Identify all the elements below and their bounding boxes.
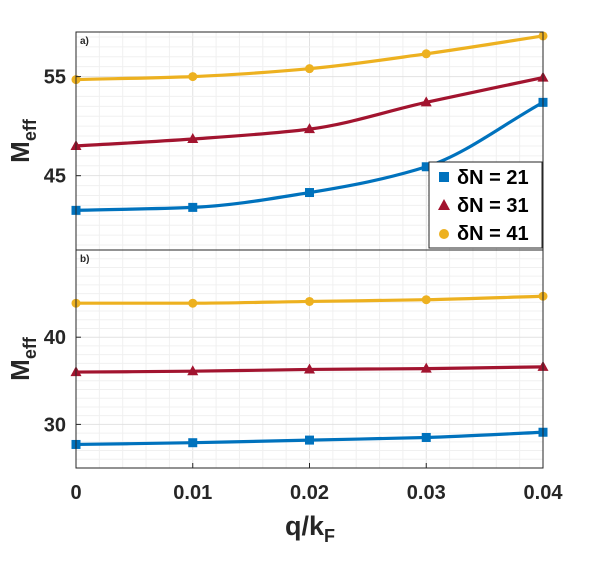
legend: δN = 21 δN = 31 δN = 41 [428,161,543,249]
panel-b-label: b) [80,254,89,265]
panel-b-ylabel: Meff [5,336,40,381]
legend-label-3: δN = 41 [457,223,529,245]
x-axis-label: q/kF [285,511,335,546]
legend-entry-1: δN = 21 [439,167,529,189]
data-point-square [305,435,314,445]
data-point-triangle [187,133,199,144]
data-point-square [305,188,314,198]
data-point-circle [421,295,431,305]
panel-a-yticks: 45 55 [44,67,81,188]
data-point-square [188,438,198,448]
legend-marker-square [439,172,449,182]
panel-b-series [70,291,549,449]
panel-b-yticks: 30 40 [44,327,81,436]
x-tick-label: 0.03 [407,482,446,504]
data-point-triangle [304,123,315,134]
legend-entry-3: δN = 41 [439,223,529,245]
data-point-circle [305,296,314,306]
y-tick-label: 30 [44,414,66,436]
legend-entry-2: δN = 31 [438,195,529,217]
data-point-circle [188,298,198,308]
legend-label-1: δN = 21 [457,167,529,189]
x-tick-label: 0 [70,482,81,504]
panel-a-ylabel: Meff [5,118,40,163]
y-tick-label: 40 [44,327,66,349]
data-point-circle [305,64,314,74]
y-tick-label: 45 [44,166,66,188]
panel-a-label: a) [80,36,89,47]
panel-a-series [70,31,549,215]
data-point-circle [421,49,431,59]
data-point-triangle [420,362,432,373]
y-tick-label: 55 [44,67,66,89]
data-point-square [421,432,431,442]
panel-b-xticks: 0 0.01 0.02 0.03 0.04 [70,463,563,504]
x-tick-label: 0.01 [173,482,212,504]
x-tick-label: 0.04 [524,482,564,504]
x-tick-label: 0.02 [290,482,329,504]
data-point-triangle [304,363,315,374]
data-point-circle [188,72,198,82]
panel-a: a) 45 55 Meff δN = 21 δN = 31 δN = 41 [5,31,549,251]
data-point-triangle [187,365,199,376]
data-point-square [421,162,431,172]
legend-marker-triangle [438,199,450,210]
data-point-triangle [420,96,432,107]
legend-marker-circle [439,229,449,239]
data-point-square [188,202,198,212]
legend-label-2: δN = 31 [457,195,529,217]
panel-b: b) 30 40 0 0.01 0.02 0.03 0.04 Meff q/kF [5,249,563,546]
